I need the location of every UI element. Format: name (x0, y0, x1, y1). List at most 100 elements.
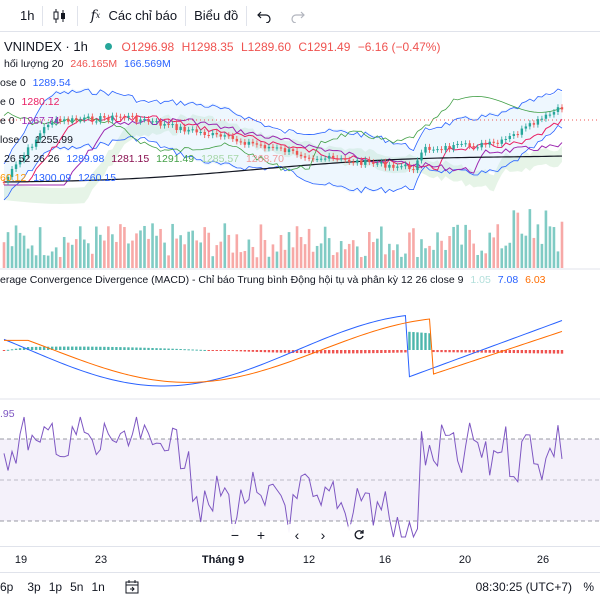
interval-button[interactable]: 1h (0, 0, 42, 32)
macd-histogram-bar (163, 348, 166, 350)
candle-body (231, 135, 235, 139)
volume-bar (291, 247, 295, 268)
scroll-left-button[interactable]: ‹ (286, 524, 308, 546)
clock-display[interactable]: 08:30:25 (UTC+7) (475, 580, 572, 594)
ichimoku-span-a: 1285.57 (201, 153, 240, 165)
range-1p[interactable]: 1p (48, 579, 63, 594)
candle-body (416, 160, 419, 171)
undo-button[interactable] (247, 0, 281, 32)
ichimoku-extra-3: 1260.15 (78, 172, 117, 184)
macd-histogram-bar (111, 346, 114, 350)
volume-bar (536, 224, 540, 268)
zoom-in-button[interactable]: + (250, 524, 272, 546)
candle-body (251, 141, 255, 144)
chart-area[interactable]: VNINDEX · 1h O1296.98 H1298.35 L1289.60 … (0, 32, 600, 546)
candle-body (364, 159, 367, 165)
range-1n[interactable]: 1n (91, 579, 105, 594)
volume-bar (384, 254, 387, 268)
macd-histogram-bar (159, 348, 162, 350)
volume-bar (127, 243, 130, 268)
volume-bar (235, 234, 239, 268)
candle-body (255, 143, 259, 145)
macd-histogram-bar (135, 347, 138, 350)
candle-body (380, 161, 383, 164)
volume-bar (444, 249, 447, 268)
ohlc-low: L1289.60 (240, 40, 292, 54)
candle-body (79, 119, 82, 121)
scroll-right-button[interactable]: › (312, 524, 334, 546)
chart-menu-button[interactable]: Biểu đồ (186, 0, 246, 32)
candle-body (295, 150, 299, 155)
candle-body (243, 142, 247, 145)
candle-body (18, 160, 22, 165)
volume-bar (404, 253, 407, 268)
candle-body (307, 157, 311, 159)
chart-type-button[interactable] (43, 0, 77, 32)
macd-histogram-bar (556, 350, 560, 354)
range-5n[interactable]: 5n (70, 579, 84, 594)
volume-bar (54, 247, 58, 268)
candle-body (472, 146, 475, 148)
candle-body (2, 181, 6, 183)
candle-body (111, 115, 114, 121)
time-tick: 16 (378, 554, 392, 566)
candle-body (267, 146, 271, 149)
macd-histogram-bar (63, 346, 66, 350)
zoom-out-button[interactable]: − (224, 524, 246, 546)
candle-body (127, 115, 130, 118)
macd-hist-value: 1.05 (470, 274, 491, 286)
range-3p[interactable]: 3p (27, 579, 41, 594)
bb-label: ose 0 (0, 77, 26, 89)
macd-histogram-bar (444, 350, 447, 353)
volume-bar (420, 239, 423, 268)
candle-body (227, 135, 230, 137)
candle-body (396, 166, 399, 168)
symbol-status-dot (105, 43, 113, 50)
bb-value: 1289.54 (32, 77, 71, 89)
candle-body (319, 158, 323, 160)
candle-body (303, 156, 307, 158)
macd-histogram-bar (372, 350, 375, 354)
candle-body (6, 177, 10, 182)
volume-bar (396, 244, 399, 268)
macd-legend: erage Convergence Divergence (MACD) - Ch… (0, 274, 550, 286)
ma3-legend: lose 0 1255.99 (0, 134, 77, 146)
volume-bar (472, 243, 475, 268)
percent-toggle[interactable]: % (583, 580, 594, 594)
time-axis[interactable]: 19 23 Tháng 9 12 16 20 26 (0, 546, 600, 572)
volume-bar (167, 255, 170, 268)
volume-bar (139, 230, 142, 268)
volume-bar (464, 224, 467, 268)
candle-body (476, 147, 479, 149)
range-6p[interactable]: 6p (0, 579, 14, 594)
volume-bar (175, 238, 178, 268)
chart-menu-label: Biểu đồ (194, 8, 239, 23)
macd-histogram-bar (87, 346, 90, 350)
redo-button[interactable] (281, 0, 315, 32)
candle-body (504, 139, 507, 141)
candle-body (67, 119, 70, 122)
macd-histogram-bar (416, 332, 419, 350)
macd-histogram-bar (167, 348, 170, 350)
macd-histogram-bar (508, 350, 511, 354)
volume-bar (159, 228, 162, 268)
reset-chart-button[interactable] (348, 524, 370, 546)
volume-bar (38, 227, 42, 268)
candle-body (376, 163, 379, 165)
macd-histogram-bar (472, 350, 475, 353)
chart-canvas[interactable] (0, 32, 600, 546)
volume-bar (74, 239, 78, 268)
volume-bar (408, 232, 411, 268)
ma1-value: 1280.12 (21, 96, 60, 108)
volume-bar (195, 240, 198, 268)
candle-body (512, 134, 516, 136)
volume-bar (143, 225, 146, 268)
volume-bar (392, 250, 395, 268)
macd-histogram-bar (34, 346, 38, 350)
date-range-icon[interactable] (123, 578, 141, 596)
time-tick: 23 (94, 554, 108, 566)
macd-histogram-bar (239, 350, 243, 352)
volume-bar (552, 227, 556, 268)
